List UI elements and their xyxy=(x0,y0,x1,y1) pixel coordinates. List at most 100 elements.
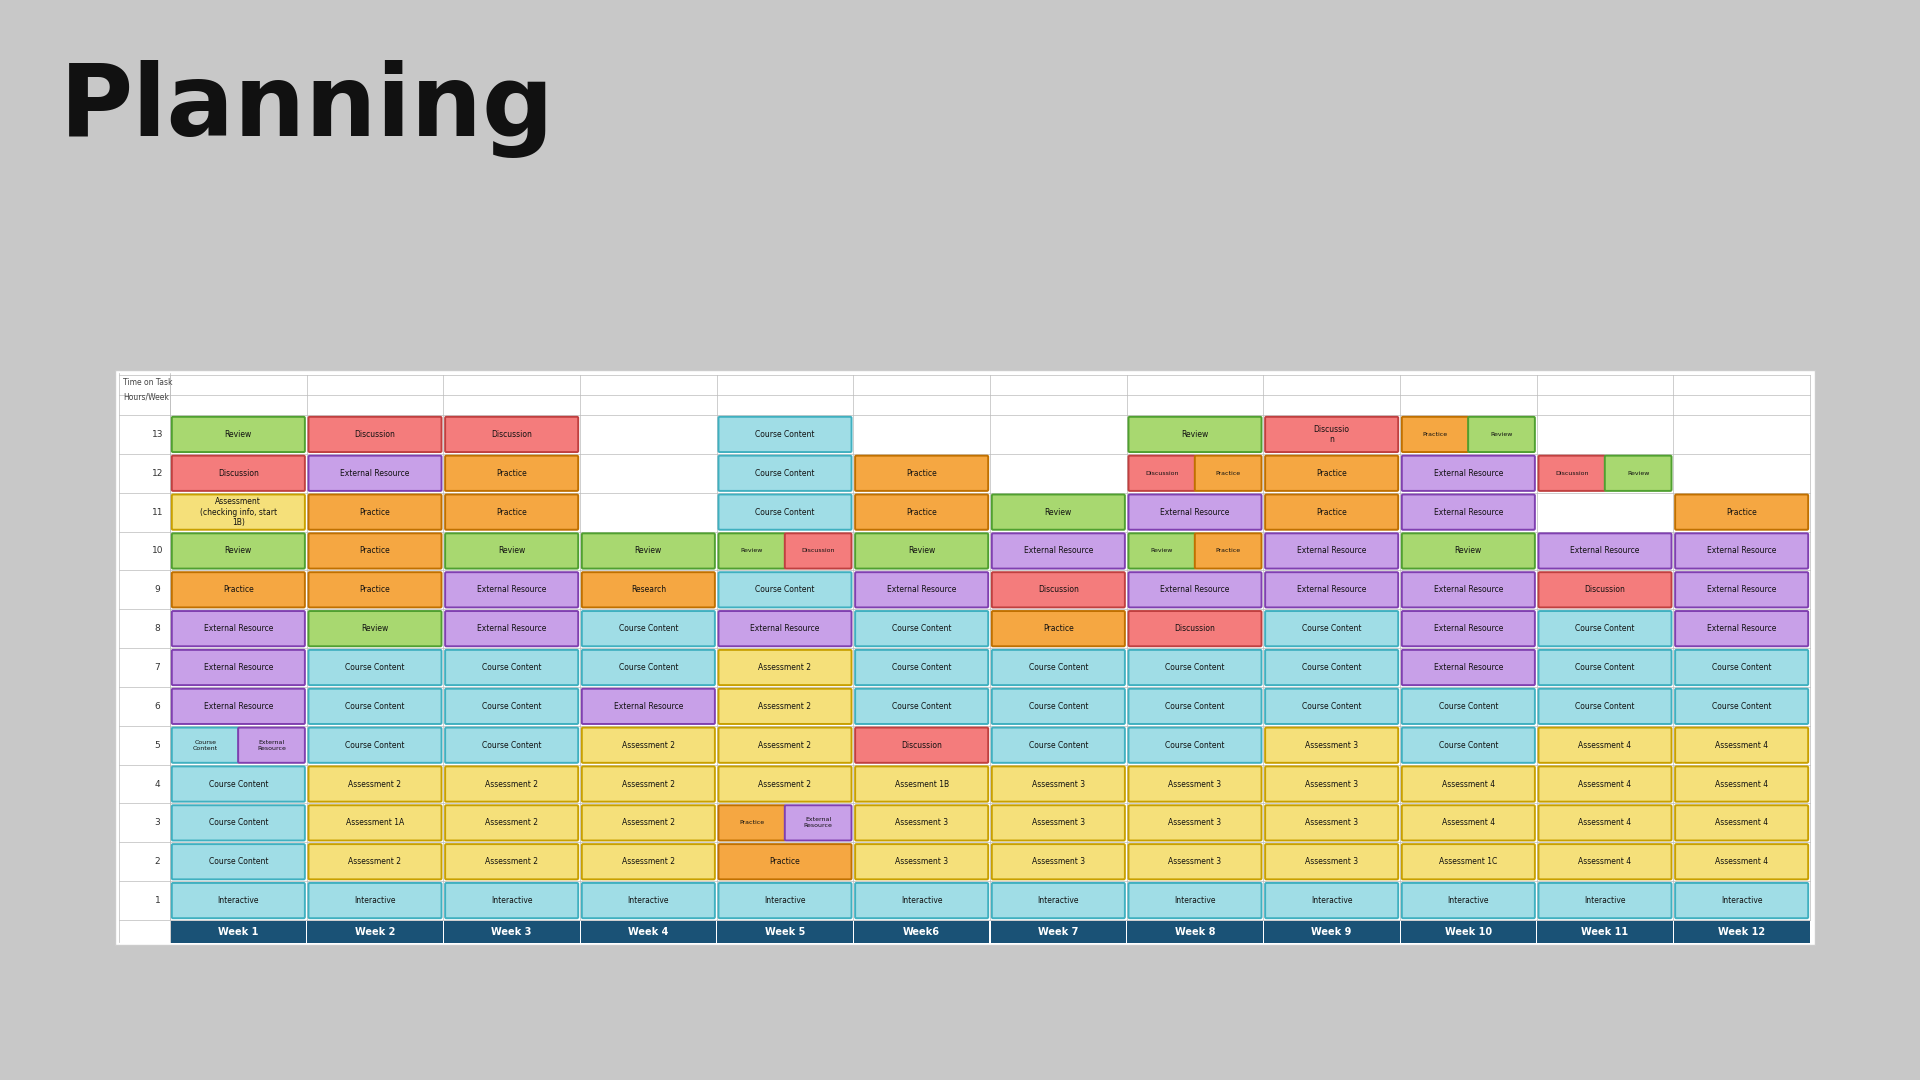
Text: External
Resource: External Resource xyxy=(804,818,833,828)
Text: Assessment 2: Assessment 2 xyxy=(758,741,812,750)
Text: Assessment 4: Assessment 4 xyxy=(1715,741,1768,750)
Text: Course Content: Course Content xyxy=(209,858,269,866)
Text: Course Content: Course Content xyxy=(1438,702,1498,711)
Text: External Resource: External Resource xyxy=(204,702,273,711)
FancyBboxPatch shape xyxy=(171,806,305,840)
FancyBboxPatch shape xyxy=(854,456,989,491)
FancyBboxPatch shape xyxy=(993,767,1125,801)
Text: Discussio
n: Discussio n xyxy=(1313,424,1350,444)
Text: External Resource: External Resource xyxy=(1707,546,1776,555)
FancyBboxPatch shape xyxy=(238,728,305,762)
Text: Course Content: Course Content xyxy=(755,508,814,516)
Text: Week 8: Week 8 xyxy=(1175,927,1215,937)
Text: Review: Review xyxy=(225,430,252,438)
FancyBboxPatch shape xyxy=(171,650,305,685)
Text: Course
Content: Course Content xyxy=(192,740,217,751)
FancyBboxPatch shape xyxy=(1538,611,1672,646)
FancyBboxPatch shape xyxy=(993,883,1125,918)
Text: Discussion: Discussion xyxy=(900,741,943,750)
FancyBboxPatch shape xyxy=(445,611,578,646)
Text: Review: Review xyxy=(908,546,935,555)
Text: Course Content: Course Content xyxy=(618,663,678,672)
FancyBboxPatch shape xyxy=(1538,883,1672,918)
Text: Review: Review xyxy=(1181,430,1208,438)
Text: Assessment 2: Assessment 2 xyxy=(622,780,674,788)
FancyBboxPatch shape xyxy=(171,417,305,453)
FancyBboxPatch shape xyxy=(582,845,714,879)
FancyBboxPatch shape xyxy=(1265,689,1398,724)
FancyBboxPatch shape xyxy=(582,534,714,568)
Text: External Resource: External Resource xyxy=(1707,585,1776,594)
Text: 1: 1 xyxy=(156,896,161,905)
FancyBboxPatch shape xyxy=(171,883,305,918)
FancyBboxPatch shape xyxy=(1674,728,1809,762)
FancyBboxPatch shape xyxy=(582,611,714,646)
Text: Week 3: Week 3 xyxy=(492,927,532,937)
Text: External Resource: External Resource xyxy=(204,624,273,633)
FancyBboxPatch shape xyxy=(1402,845,1534,879)
Text: Course Content: Course Content xyxy=(1165,741,1225,750)
Bar xyxy=(854,921,989,943)
FancyBboxPatch shape xyxy=(993,650,1125,685)
Text: Course Content: Course Content xyxy=(482,663,541,672)
Text: Review: Review xyxy=(225,546,252,555)
FancyBboxPatch shape xyxy=(1265,456,1398,491)
Text: Interactive: Interactive xyxy=(355,896,396,905)
FancyBboxPatch shape xyxy=(1469,417,1534,453)
Text: External Resource: External Resource xyxy=(887,585,956,594)
Text: Planning: Planning xyxy=(60,60,555,158)
FancyBboxPatch shape xyxy=(785,534,852,568)
Text: External Resource: External Resource xyxy=(1434,624,1503,633)
FancyBboxPatch shape xyxy=(1129,806,1261,840)
Text: Interactive: Interactive xyxy=(1311,896,1352,905)
Text: Assessment 4: Assessment 4 xyxy=(1715,858,1768,866)
Bar xyxy=(718,921,852,943)
FancyBboxPatch shape xyxy=(1265,417,1398,453)
Text: Assessment 3: Assessment 3 xyxy=(1031,858,1085,866)
Text: Practice: Practice xyxy=(739,821,764,825)
FancyBboxPatch shape xyxy=(445,456,578,491)
FancyBboxPatch shape xyxy=(445,728,578,762)
Text: Assessment 2: Assessment 2 xyxy=(486,819,538,827)
Text: Course Content: Course Content xyxy=(1713,663,1772,672)
Text: Assessment 3: Assessment 3 xyxy=(1169,819,1221,827)
Text: Assessment 2: Assessment 2 xyxy=(349,780,401,788)
Text: Assessment 2: Assessment 2 xyxy=(622,819,674,827)
FancyBboxPatch shape xyxy=(1538,572,1672,607)
Text: Discussion: Discussion xyxy=(355,430,396,438)
Text: Discussion: Discussion xyxy=(801,549,835,553)
FancyBboxPatch shape xyxy=(993,611,1125,646)
Text: Interactive: Interactive xyxy=(628,896,668,905)
Bar xyxy=(1674,921,1809,943)
FancyBboxPatch shape xyxy=(171,845,305,879)
FancyBboxPatch shape xyxy=(582,806,714,840)
Text: Interactive: Interactive xyxy=(1448,896,1490,905)
FancyBboxPatch shape xyxy=(1129,689,1261,724)
Text: Discussion: Discussion xyxy=(1144,471,1179,476)
Text: Practice: Practice xyxy=(1215,549,1240,553)
FancyBboxPatch shape xyxy=(1605,456,1672,491)
Text: Review: Review xyxy=(741,549,762,553)
Text: Assessment 4: Assessment 4 xyxy=(1442,819,1496,827)
FancyBboxPatch shape xyxy=(718,495,852,529)
FancyBboxPatch shape xyxy=(718,572,852,607)
FancyBboxPatch shape xyxy=(1129,845,1261,879)
Bar xyxy=(580,921,716,943)
FancyBboxPatch shape xyxy=(1129,534,1194,568)
FancyBboxPatch shape xyxy=(1674,689,1809,724)
FancyBboxPatch shape xyxy=(1674,883,1809,918)
FancyBboxPatch shape xyxy=(1538,806,1672,840)
FancyBboxPatch shape xyxy=(582,883,714,918)
FancyBboxPatch shape xyxy=(993,728,1125,762)
Text: Course Content: Course Content xyxy=(893,624,952,633)
Text: Course Content: Course Content xyxy=(209,780,269,788)
Text: Week 11: Week 11 xyxy=(1582,927,1628,937)
FancyBboxPatch shape xyxy=(582,650,714,685)
FancyBboxPatch shape xyxy=(171,728,238,762)
FancyBboxPatch shape xyxy=(854,495,989,529)
FancyBboxPatch shape xyxy=(1265,611,1398,646)
FancyBboxPatch shape xyxy=(1402,611,1534,646)
FancyBboxPatch shape xyxy=(1538,767,1672,801)
Text: 9: 9 xyxy=(156,585,161,594)
Text: External Resource: External Resource xyxy=(1434,585,1503,594)
